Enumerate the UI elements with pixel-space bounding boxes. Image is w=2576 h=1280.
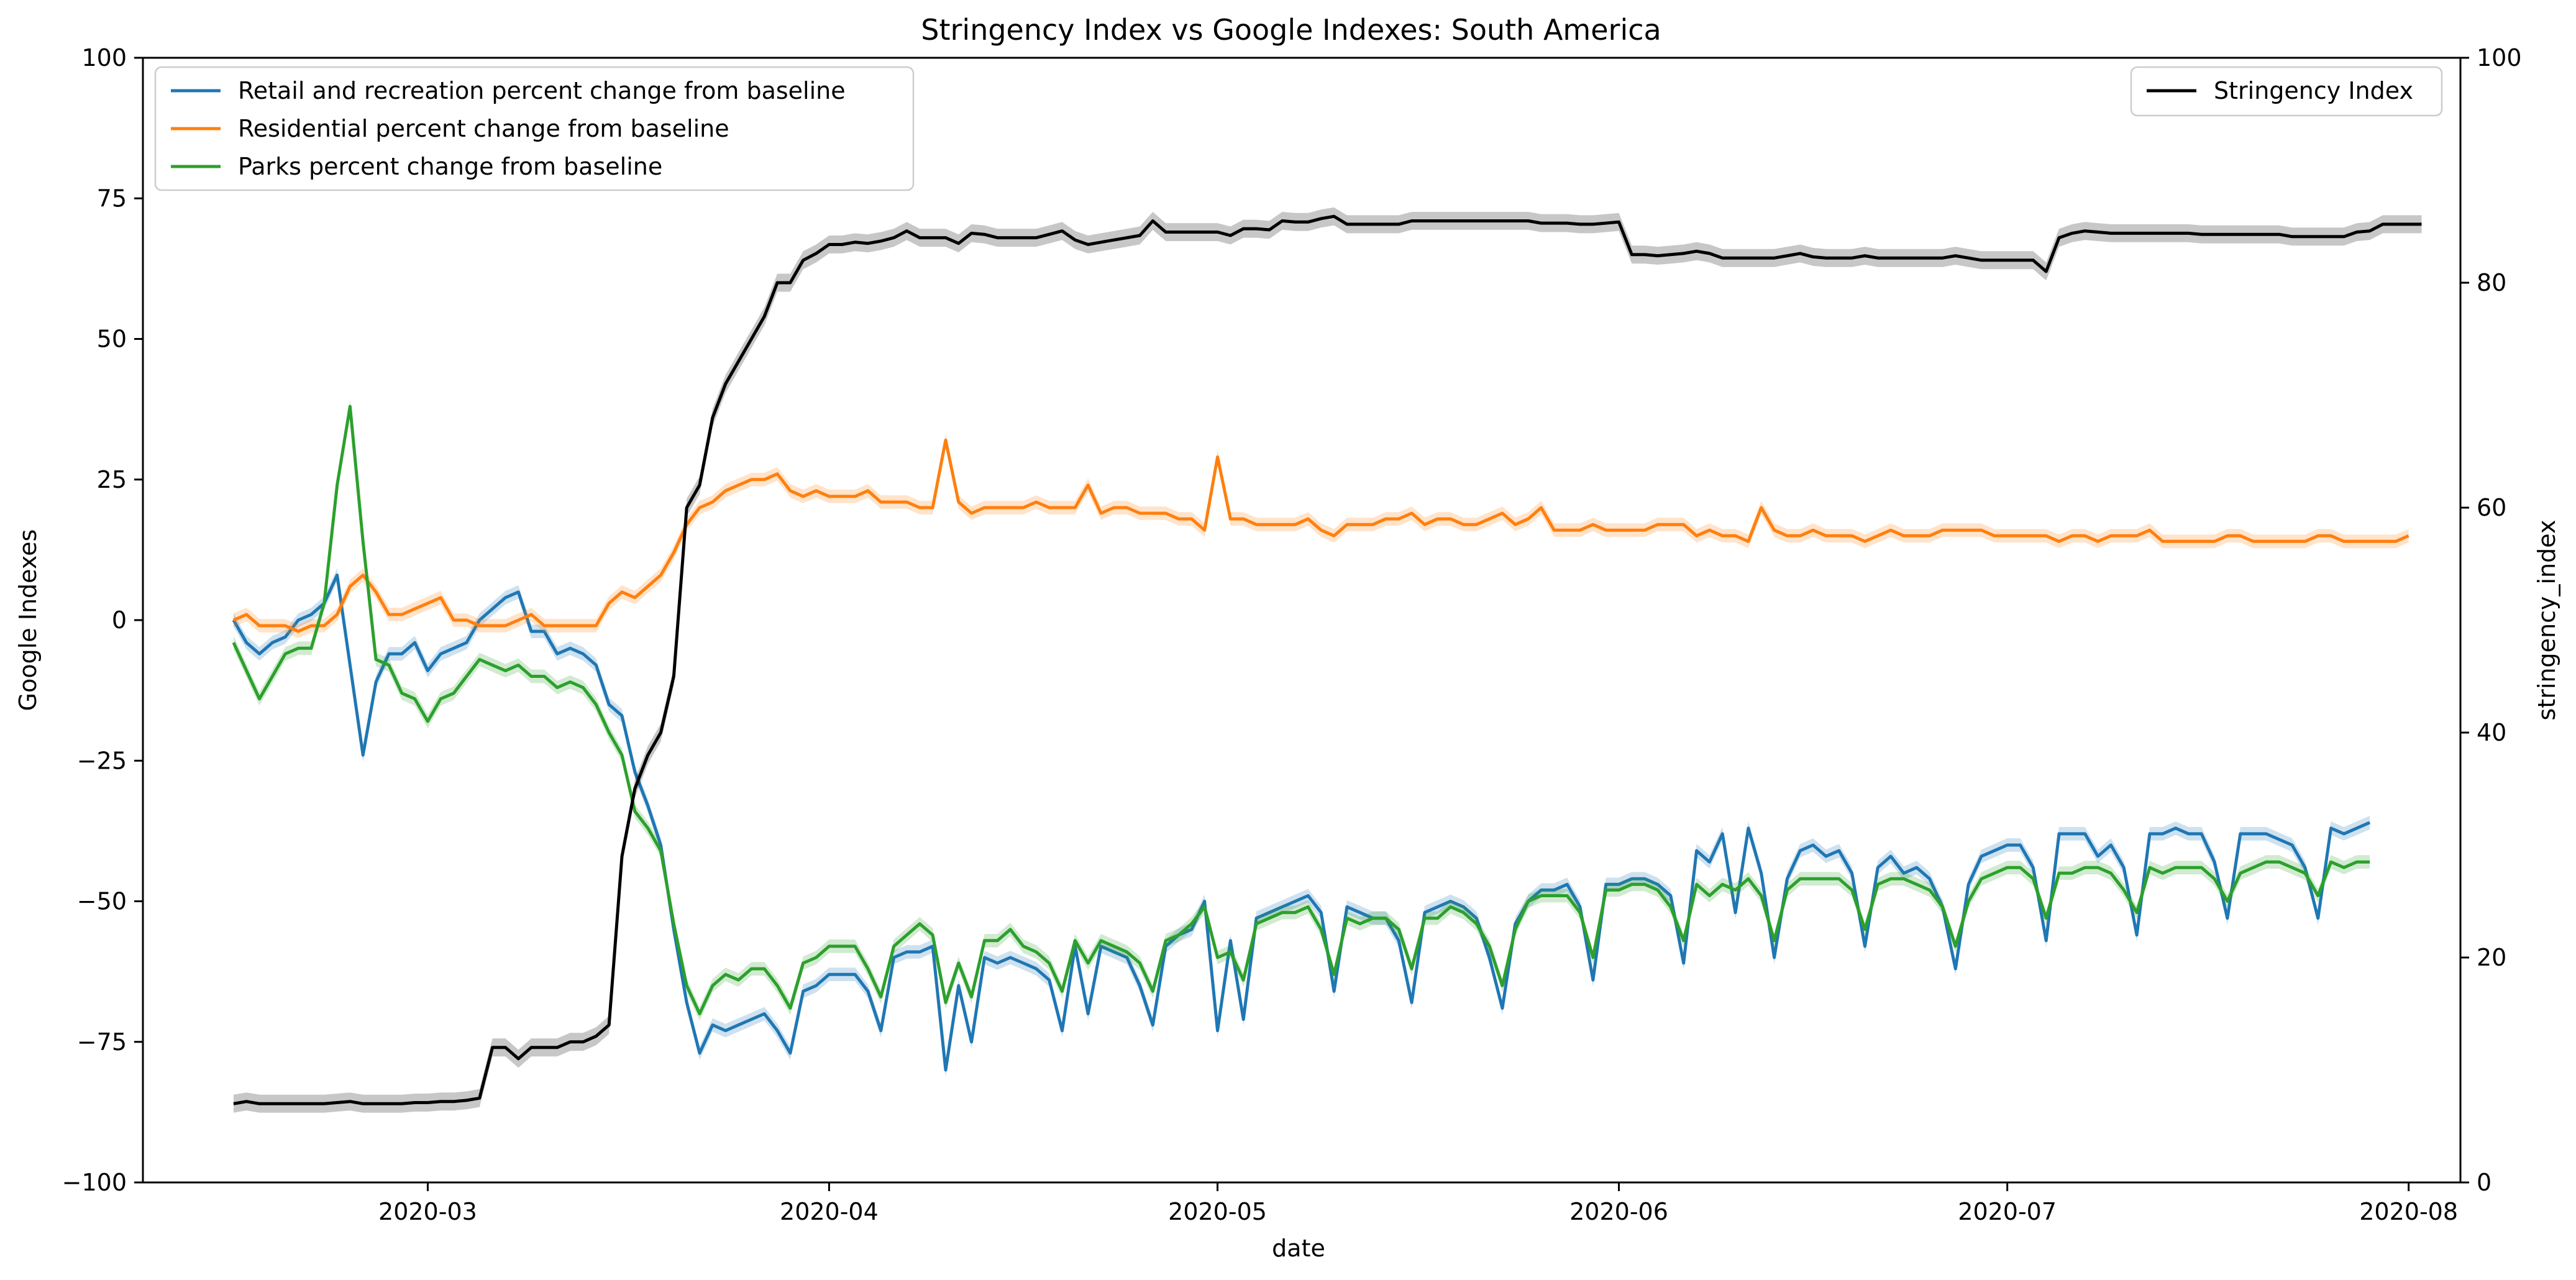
y-axis-label-right: stringency_index: [2533, 520, 2560, 721]
legend-google-indexes: Retail and recreation percent change fro…: [154, 66, 915, 191]
x-tick-label: 2020-07: [1958, 1198, 2057, 1225]
x-tick-label: 2020-06: [1569, 1198, 1668, 1225]
y-right-tick-label: 20: [2477, 944, 2506, 971]
y-left-tick-label: 75: [97, 185, 127, 212]
legend-label-stringency: Stringency Index: [2214, 77, 2413, 104]
y-left-tick-label: −25: [77, 747, 127, 774]
x-tick-label: 2020-08: [2359, 1198, 2458, 1225]
y-right-tick-label: 100: [2477, 44, 2522, 71]
series-line-stringency: [233, 214, 2422, 1105]
x-tick-label: 2020-05: [1168, 1198, 1267, 1225]
y-axis-label-left: Google Indexes: [14, 529, 42, 711]
y-left-tick-label: 25: [97, 466, 127, 493]
chart-title: Stringency Index vs Google Indexes: Sout…: [921, 13, 1661, 47]
y-right-tick-label: 60: [2477, 494, 2506, 521]
x-tick-label: 2020-03: [378, 1198, 477, 1225]
series-band-residential: [233, 433, 2409, 638]
legend-label-parks: Parks percent change from baseline: [238, 153, 662, 180]
series-layer: [232, 207, 2422, 1113]
y-right-tick-label: 40: [2477, 719, 2506, 746]
x-axis-label: date: [1272, 1235, 1325, 1262]
y-left-tick-label: −75: [77, 1028, 127, 1056]
legend-label-residential: Residential percent change from baseline: [238, 115, 729, 142]
y-left-tick-label: 50: [97, 326, 127, 353]
y-left-tick-label: 100: [81, 44, 127, 71]
legend-label-retail: Retail and recreation percent change fro…: [238, 77, 846, 104]
y-left-tick-label: −50: [77, 888, 127, 915]
y-right-tick-label: 80: [2477, 269, 2506, 296]
y-left-tick-label: −100: [62, 1169, 127, 1196]
legend-box-right: [2130, 66, 2443, 117]
x-tick-label: 2020-04: [780, 1198, 879, 1225]
legend-box-left: [154, 66, 915, 191]
series-line-parks: [232, 405, 2370, 1015]
axes-layer: 2020-03 2020-04 2020-05 2020-06 2020-07 2020-…: [62, 44, 2522, 1225]
series-line-retail: [232, 574, 2371, 1072]
y-right-tick-label: 0: [2477, 1169, 2492, 1196]
y-left-tick-label: 0: [112, 606, 127, 634]
legend-stringency: Stringency Index: [2130, 66, 2443, 117]
series-line-residential: [232, 438, 2409, 633]
